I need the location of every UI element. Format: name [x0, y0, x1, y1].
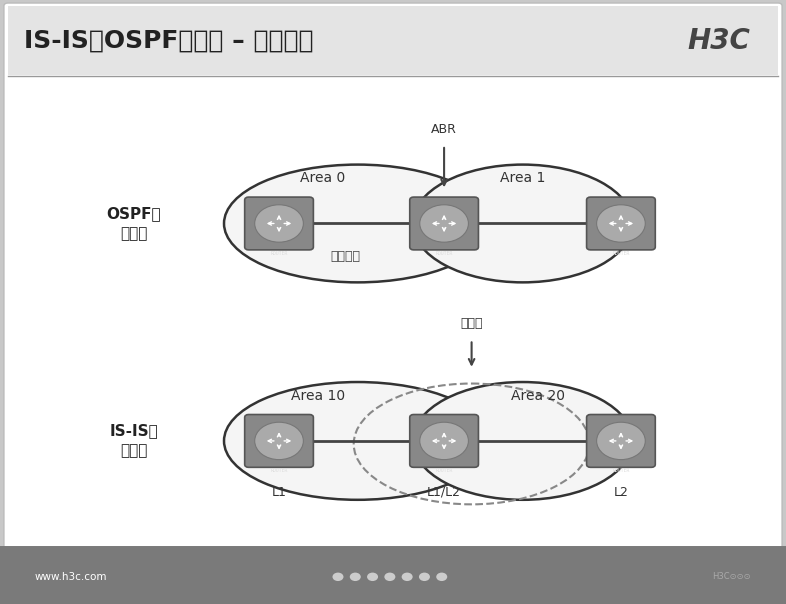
Text: ROUTER: ROUTER	[270, 468, 288, 473]
Text: 骨干网: 骨干网	[461, 316, 483, 330]
FancyBboxPatch shape	[410, 197, 479, 250]
Circle shape	[420, 205, 468, 242]
FancyBboxPatch shape	[410, 414, 479, 467]
Text: Area 10: Area 10	[292, 388, 345, 403]
Text: Area 1: Area 1	[500, 171, 545, 185]
Circle shape	[597, 422, 645, 460]
Ellipse shape	[413, 165, 633, 283]
Text: L1/L2: L1/L2	[427, 486, 461, 499]
Circle shape	[350, 573, 361, 581]
Circle shape	[597, 205, 645, 242]
FancyBboxPatch shape	[0, 546, 786, 604]
FancyBboxPatch shape	[586, 197, 656, 250]
Circle shape	[402, 573, 413, 581]
Text: ROUTER: ROUTER	[270, 251, 288, 255]
Circle shape	[367, 573, 378, 581]
Ellipse shape	[224, 165, 491, 283]
FancyBboxPatch shape	[244, 414, 314, 467]
Bar	[8, 6, 778, 76]
Text: IS-IS区
域划分: IS-IS区 域划分	[109, 423, 158, 458]
Text: ROUTER: ROUTER	[612, 251, 630, 255]
Circle shape	[419, 573, 430, 581]
Ellipse shape	[224, 382, 491, 500]
Text: H3C: H3C	[688, 27, 751, 55]
Circle shape	[420, 422, 468, 460]
Text: ROUTER: ROUTER	[435, 251, 453, 255]
Text: Area 0: Area 0	[299, 171, 345, 185]
Text: L2: L2	[614, 486, 628, 499]
Text: www.h3c.com: www.h3c.com	[35, 572, 107, 582]
Circle shape	[436, 573, 447, 581]
Text: H3C⊙⊙⊙: H3C⊙⊙⊙	[711, 573, 751, 581]
Circle shape	[332, 573, 343, 581]
FancyBboxPatch shape	[586, 414, 656, 467]
Text: ROUTER: ROUTER	[612, 468, 630, 473]
Text: ABR: ABR	[432, 123, 457, 137]
Text: OSPF区
域划分: OSPF区 域划分	[106, 206, 161, 241]
Text: Area 20: Area 20	[512, 388, 565, 403]
Circle shape	[255, 422, 303, 460]
Circle shape	[384, 573, 395, 581]
Text: IS-IS与OSPF的比较 – 区域设计: IS-IS与OSPF的比较 – 区域设计	[24, 29, 313, 53]
Text: 骨干区域: 骨干区域	[331, 250, 361, 263]
Ellipse shape	[413, 382, 633, 500]
FancyBboxPatch shape	[244, 197, 314, 250]
Text: L1: L1	[272, 486, 286, 499]
Circle shape	[255, 205, 303, 242]
FancyBboxPatch shape	[4, 3, 782, 553]
Text: ROUTER: ROUTER	[435, 468, 453, 473]
